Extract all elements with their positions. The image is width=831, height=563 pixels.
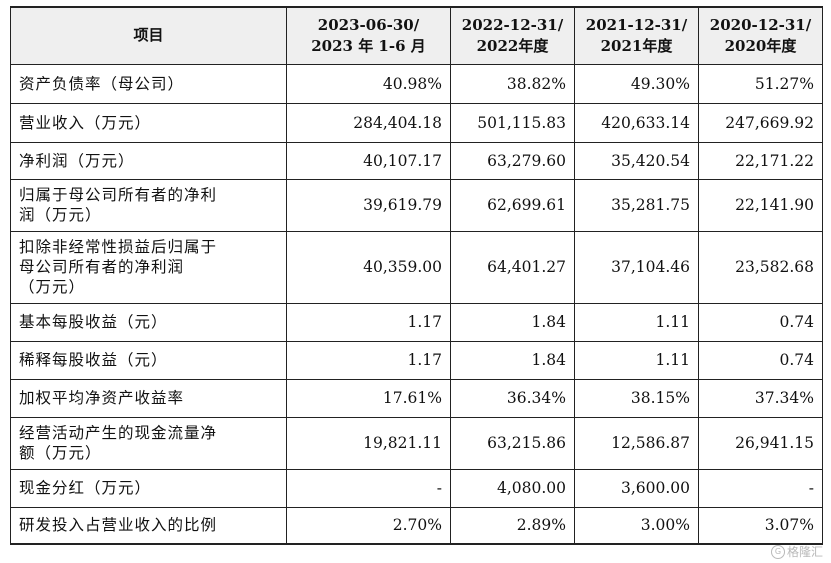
cell-value: 23,582.68 — [698, 230, 823, 304]
cell-value: 37.34% — [698, 378, 823, 418]
cell-value: 26,941.15 — [698, 416, 823, 470]
cell-value: 36.34% — [450, 378, 575, 418]
row-label: 基本每股收益（元） — [10, 302, 287, 342]
cell-value: 17.61% — [286, 378, 451, 418]
cell-value: 40,359.00 — [286, 230, 451, 304]
cell-value: 49.30% — [574, 63, 699, 104]
header-2023h1: 2023-06-30/2023 年 1-6 月 — [286, 6, 451, 65]
cell-value: 22,171.22 — [698, 141, 823, 180]
cell-value: 39,619.79 — [286, 178, 451, 232]
watermark-text: 格隆汇 — [786, 545, 823, 559]
header-2021: 2021-12-31/2021年度 — [574, 6, 699, 65]
header-2022: 2022-12-31/2022年度 — [450, 6, 575, 65]
cell-value: 19,821.11 — [286, 416, 451, 470]
cell-value: 64,401.27 — [450, 230, 575, 304]
cell-value: 35,420.54 — [574, 141, 699, 180]
table-row: 净利润（万元） 40,107.17 63,279.60 35,420.54 22,171… — [10, 141, 823, 180]
row-label: 归属于母公司所有者的净利 润（万元） — [10, 178, 287, 232]
table-row: 经营活动产生的现金流量净 额（万元） 19,821.11 63,215.86 12,58… — [10, 416, 823, 470]
header-2020: 2020-12-31/2020年度 — [698, 6, 823, 65]
cell-value: 247,669.92 — [698, 102, 823, 143]
header-item: 项目 — [10, 6, 287, 65]
cell-value: 63,279.60 — [450, 141, 575, 180]
cell-value: 51.27% — [698, 63, 823, 104]
row-label: 稀释每股收益（元） — [10, 340, 287, 380]
table-row: 研发投入占营业收入的比例 2.70% 2.89% 3.00% 3.07% — [10, 506, 823, 545]
cell-value: 22,141.90 — [698, 178, 823, 232]
table-row: 加权平均净资产收益率 17.61% 36.34% 38.15% 37.34% — [10, 378, 823, 418]
cell-value: 63,215.86 — [450, 416, 575, 470]
cell-value: 40,107.17 — [286, 141, 451, 180]
cell-value: 40.98% — [286, 63, 451, 104]
table-row: 营业收入（万元） 284,404.18 501,115.83 420,633.14 24… — [10, 102, 823, 143]
row-label: 研发投入占营业收入的比例 — [10, 506, 287, 545]
cell-value: 501,115.83 — [450, 102, 575, 143]
cell-value: 12,586.87 — [574, 416, 699, 470]
row-label: 扣除非经常性损益后归属于 母公司所有者的净利润 （万元） — [10, 230, 287, 304]
cell-value: 37,104.46 — [574, 230, 699, 304]
cell-value: 1.11 — [574, 340, 699, 380]
cell-value: - — [698, 468, 823, 508]
table-row: 稀释每股收益（元） 1.17 1.84 1.11 0.74 — [10, 340, 823, 380]
cell-value: 2.89% — [450, 506, 575, 545]
cell-value: 284,404.18 — [286, 102, 451, 143]
cell-value: 38.15% — [574, 378, 699, 418]
cell-value: 1.11 — [574, 302, 699, 342]
cell-value: 2.70% — [286, 506, 451, 545]
cell-value: 4,080.00 — [450, 468, 575, 508]
row-label: 经营活动产生的现金流量净 额（万元） — [10, 416, 287, 470]
table-row: 现金分红（万元） -4,080.00 3,600.00- — [10, 468, 823, 508]
row-label: 资产负债率（母公司） — [10, 63, 287, 104]
watermark-logo-icon: G — [770, 544, 785, 559]
table-row: 资产负债率（母公司） 40.98% 38.82% 49.30% 51.27% — [10, 63, 823, 104]
cell-value: 0.74 — [698, 340, 823, 380]
row-label: 现金分红（万元） — [10, 468, 287, 508]
table-row: 基本每股收益（元） 1.17 1.84 1.11 0.74 — [10, 302, 823, 342]
cell-value: 1.17 — [286, 340, 451, 380]
cell-value: 3.00% — [574, 506, 699, 545]
cell-value: 35,281.75 — [574, 178, 699, 232]
cell-value: 1.17 — [286, 302, 451, 342]
header-row: 项目 2023-06-30/2023 年 1-6 月 2022-12-31/20… — [10, 6, 823, 65]
table-row: 归属于母公司所有者的净利 润（万元） 39,619.79 62,699.61 35,28… — [10, 178, 823, 232]
cell-value: 62,699.61 — [450, 178, 575, 232]
cell-value: 0.74 — [698, 302, 823, 342]
row-label: 加权平均净资产收益率 — [10, 378, 287, 418]
cell-value: - — [286, 468, 451, 508]
cell-value: 38.82% — [450, 63, 575, 104]
table-row: 扣除非经常性损益后归属于 母公司所有者的净利润 （万元） 40,359.00 64,40… — [10, 230, 823, 304]
watermark: G 格隆汇 — [770, 543, 823, 560]
row-label: 营业收入（万元） — [10, 102, 287, 143]
cell-value: 1.84 — [450, 340, 575, 380]
cell-value: 1.84 — [450, 302, 575, 342]
cell-value: 420,633.14 — [574, 102, 699, 143]
cell-value: 3,600.00 — [574, 468, 699, 508]
financial-table: 项目 2023-06-30/2023 年 1-6 月 2022-12-31/20… — [10, 6, 823, 545]
cell-value: 3.07% — [698, 506, 823, 545]
row-label: 净利润（万元） — [10, 141, 287, 180]
